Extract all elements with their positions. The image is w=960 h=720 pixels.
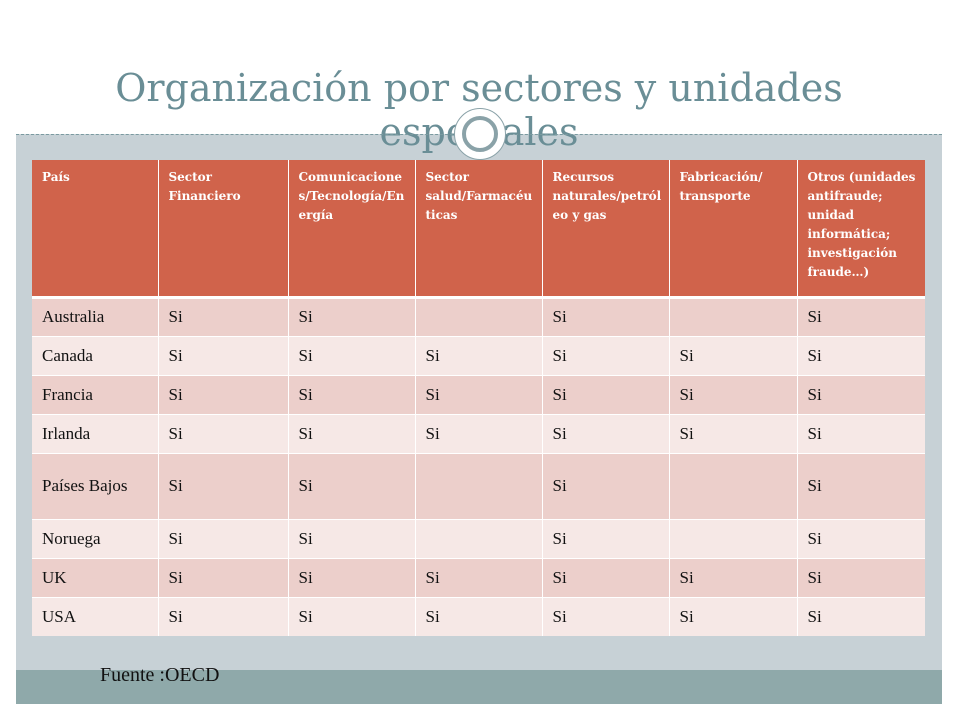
divider-ring-ornament — [454, 108, 506, 160]
table-row: Países Bajos Si Si Si Si — [32, 452, 925, 519]
table-cell: Si — [796, 557, 925, 597]
table-cell — [668, 452, 797, 519]
table-cell: Si — [541, 335, 669, 375]
header-cell-natural-resources: Recursos naturales/petróleo y gas — [541, 160, 669, 299]
table-cell: Si — [287, 518, 415, 558]
country-cell: Francia — [32, 374, 158, 414]
country-cell: Irlanda — [32, 413, 158, 453]
country-cell: USA — [32, 596, 158, 636]
header-cell-communications: Comunicaciones/Tecnología/Energía — [287, 160, 415, 299]
table-cell: Si — [157, 413, 288, 453]
table-cell: Si — [541, 374, 669, 414]
table-cell: Si — [157, 452, 288, 519]
table-cell: Si — [414, 413, 542, 453]
table-body: Australia Si Si Si Si Canada Si Si Si Si Si Si Franc… — [32, 296, 925, 636]
table-cell: Si — [414, 374, 542, 414]
table-row: Canada Si Si Si Si Si Si — [32, 335, 925, 375]
table-cell: Si — [414, 596, 542, 636]
table-cell: Si — [796, 374, 925, 414]
table-cell: Si — [541, 557, 669, 597]
table-cell: Si — [668, 335, 797, 375]
table-cell — [668, 296, 797, 336]
table-cell — [414, 452, 542, 519]
table-cell: Si — [668, 596, 797, 636]
header-cell-health: Sector salud/Farmacéuticas — [414, 160, 542, 299]
table-cell: Si — [414, 335, 542, 375]
table-cell: Si — [796, 596, 925, 636]
footer-band — [16, 670, 942, 704]
table-cell — [414, 518, 542, 558]
table-cell: Si — [287, 557, 415, 597]
table-cell: Si — [157, 518, 288, 558]
country-cell: Canada — [32, 335, 158, 375]
table-cell: Si — [287, 296, 415, 336]
header-cell-manufacturing: Fabricación/ transporte — [668, 160, 797, 299]
table-cell: Si — [157, 296, 288, 336]
sectors-table: País Sector Financiero Comunicaciones/Te… — [32, 160, 925, 636]
table-cell: Si — [287, 596, 415, 636]
ring-inner-circle — [462, 116, 498, 152]
table-row: UK Si Si Si Si Si Si — [32, 557, 925, 597]
table-cell: Si — [796, 452, 925, 519]
table-cell: Si — [541, 413, 669, 453]
table-cell: Si — [287, 335, 415, 375]
table-cell: Si — [541, 296, 669, 336]
table-cell: Si — [157, 557, 288, 597]
table-cell: Si — [414, 557, 542, 597]
table-cell: Si — [287, 413, 415, 453]
table-cell: Si — [541, 596, 669, 636]
table-cell: Si — [796, 518, 925, 558]
table-cell: Si — [668, 374, 797, 414]
table-cell: Si — [287, 374, 415, 414]
table-cell — [414, 296, 542, 336]
header-cell-other: Otros (unidades antifraude; unidad infor… — [796, 160, 925, 299]
table-cell: Si — [157, 335, 288, 375]
table-row: Irlanda Si Si Si Si Si Si — [32, 413, 925, 453]
table-cell — [668, 518, 797, 558]
table-cell: Si — [668, 413, 797, 453]
header-cell-financial: Sector Financiero — [157, 160, 288, 299]
country-cell: Australia — [32, 296, 158, 336]
table-cell: Si — [796, 413, 925, 453]
source-note: Fuente :OECD — [100, 664, 220, 686]
country-cell: UK — [32, 557, 158, 597]
country-cell: Noruega — [32, 518, 158, 558]
table-cell: Si — [796, 335, 925, 375]
table-row: USA Si Si Si Si Si Si — [32, 596, 925, 636]
table-row: Australia Si Si Si Si — [32, 296, 925, 336]
table-cell: Si — [287, 452, 415, 519]
table-cell: Si — [668, 557, 797, 597]
table-row: Noruega Si Si Si Si — [32, 518, 925, 558]
table-cell: Si — [157, 374, 288, 414]
table-cell: Si — [157, 596, 288, 636]
header-cell-country: País — [32, 160, 158, 299]
table-cell: Si — [541, 452, 669, 519]
table-cell: Si — [796, 296, 925, 336]
table-cell: Si — [541, 518, 669, 558]
country-cell: Países Bajos — [32, 452, 158, 519]
table-row: Francia Si Si Si Si Si Si — [32, 374, 925, 414]
table-header-row: País Sector Financiero Comunicaciones/Te… — [32, 160, 925, 299]
